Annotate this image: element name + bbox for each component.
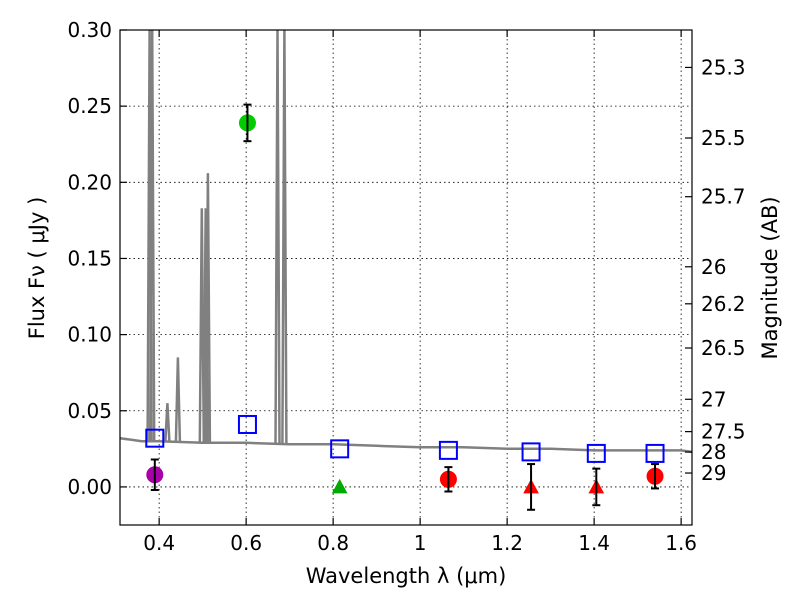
model-flux-square	[237, 414, 257, 434]
y-axis-title: Flux Fν ( μJy )	[25, 197, 49, 340]
y-tick-label: 0.10	[67, 323, 112, 347]
y-tick-label: 0.30	[67, 18, 112, 42]
mag-tick-label: 25.5	[701, 126, 746, 150]
emission-line	[274, 29, 281, 444]
model-spectrum-continuum	[119, 436, 693, 454]
x-tick-label: 1.6	[665, 531, 697, 555]
mag-tick-label: 27.5	[701, 420, 746, 444]
y-tick-label: 0.15	[67, 246, 112, 270]
model-flux-square	[645, 443, 665, 463]
emission-line	[281, 29, 288, 445]
mag-tick-label: 26	[701, 255, 726, 279]
emission-line	[174, 357, 182, 442]
grid	[120, 29, 692, 525]
mag-tick-label: 28	[701, 440, 726, 464]
x-tick-label: 0.6	[230, 531, 262, 555]
right-axis-title: Magnitude (AB)	[758, 196, 782, 359]
y-tick-label: 0.05	[67, 399, 112, 423]
mag-tick-label: 25.3	[701, 55, 746, 79]
mag-tick-label: 26.5	[701, 336, 746, 360]
emission-line	[204, 173, 212, 443]
model-flux-square	[438, 440, 458, 460]
plot-area	[119, 29, 693, 511]
x-axis-title: Wavelength λ (μm)	[306, 564, 507, 588]
x-tick-label: 0.8	[317, 531, 349, 555]
model-flux-square	[145, 428, 165, 448]
x-tick-label: 1.4	[578, 531, 610, 555]
model-flux-square	[521, 442, 541, 462]
y-tick-label: 0.00	[67, 475, 112, 499]
mag-tick-label: 26.2	[701, 292, 746, 316]
mag-tick-label: 25.7	[701, 185, 746, 209]
emission-line	[164, 403, 171, 442]
model-flux-square	[586, 443, 606, 463]
axes: 0.4 0.6 0.8 1 1.2 1.4 1.6 0.00 0.05 0.10 0.15 0.20 0…	[67, 18, 745, 555]
mag-tick-label: 27	[701, 387, 726, 411]
x-tick-label: 1.2	[491, 531, 523, 555]
mag-tick-label: 29	[701, 461, 726, 485]
model-flux-square	[330, 439, 350, 459]
plot-frame	[119, 29, 693, 526]
upper-limit-point	[331, 478, 348, 494]
x-tick-label: 1	[414, 531, 427, 555]
y-tick-label: 0.25	[67, 94, 112, 118]
x-tick-label: 0.4	[143, 531, 175, 555]
y-tick-label: 0.20	[67, 170, 112, 194]
